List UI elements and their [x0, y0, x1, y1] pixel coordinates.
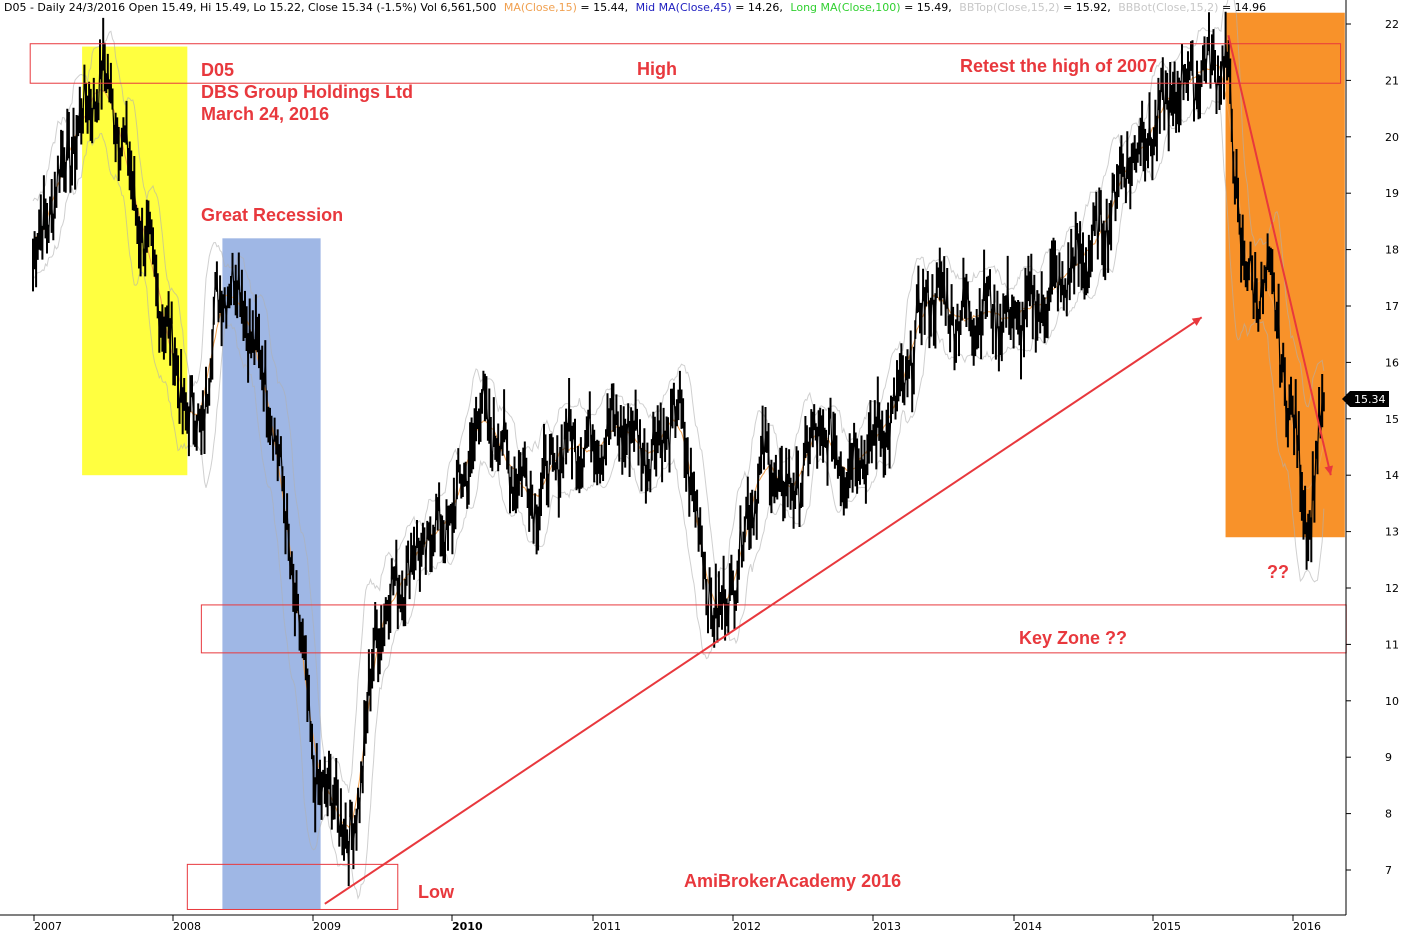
x-tick-label: 2008: [173, 920, 201, 933]
y-tick-label: 12: [1385, 582, 1399, 595]
y-axis-ticks: 7 8 9 10 11 12 13 14 15 16 17 18 19 20 21 22: [1346, 18, 1399, 877]
annotation-low: Low: [418, 882, 455, 902]
y-tick-label: 11: [1385, 638, 1399, 651]
highlight-zones: [82, 12, 1345, 910]
x-tick-label: 2007: [34, 920, 62, 933]
chart-header: D05 - Daily 24/3/2016 Open 15.49, Hi 15.…: [4, 1, 1266, 14]
ma45-value: = 14.26,: [735, 1, 783, 14]
y-tick-label: 14: [1385, 469, 1399, 482]
bbtop-value: = 15.92,: [1063, 1, 1111, 14]
zone-yellow: [82, 46, 188, 476]
arrowhead-downtrend: [1324, 465, 1333, 476]
y-tick-label: 8: [1385, 808, 1392, 821]
arrowhead-uptrend: [1191, 317, 1202, 326]
box-low: [186, 863, 399, 910]
x-axis-ticks: 2007 2008 2009 2010 2011 2012 2013 2014 2015 2016: [33, 915, 1321, 933]
x-tick-label: 2013: [873, 920, 901, 933]
last-price-tag: 15.34: [1342, 391, 1389, 407]
annotation-company: DBS Group Holdings Ltd: [201, 82, 413, 102]
bbbot-label: BBBot(Close,15,2): [1118, 1, 1218, 14]
annotation-date: March 24, 2016: [201, 104, 329, 124]
annotation-ticker: D05: [201, 60, 234, 80]
x-tick-label: 2009: [313, 920, 341, 933]
y-tick-label: 15: [1385, 413, 1399, 426]
y-tick-label: 19: [1385, 187, 1399, 200]
y-tick-label: 22: [1385, 18, 1399, 31]
y-tick-label: 20: [1385, 131, 1399, 144]
ma15-value: = 15.44,: [580, 1, 628, 14]
zone-blue: [222, 238, 321, 910]
x-tick-label: 2014: [1014, 920, 1042, 933]
annotation-key-zone: Key Zone ??: [1019, 628, 1127, 648]
price-bars: [32, 11, 1325, 887]
trend-lines: [324, 35, 1333, 905]
y-tick-label: 16: [1385, 356, 1399, 369]
trend-line-downtrend: [1227, 35, 1332, 476]
close-line: [32, 31, 1325, 864]
y-tick-label: 13: [1385, 526, 1399, 539]
annotation-high: High: [637, 59, 677, 79]
trend-line-uptrend: [324, 316, 1203, 905]
y-tick-label: 7: [1385, 864, 1392, 877]
ma45-label: Mid MA(Close,45): [636, 1, 732, 14]
bbtop-label: BBTop(Close,15,2): [959, 1, 1059, 14]
header-prefix: D05 - Daily 24/3/2016 Open 15.49, Hi 15.…: [4, 1, 496, 14]
ma100-value: = 15.49,: [904, 1, 952, 14]
x-tick-label: 2010: [452, 920, 483, 933]
y-tick-label: 17: [1385, 300, 1399, 313]
annotation-retest: Retest the high of 2007: [960, 56, 1157, 76]
y-tick-label: 10: [1385, 695, 1399, 708]
x-tick-label: 2015: [1153, 920, 1181, 933]
annotation-great-recession: Great Recession: [201, 205, 343, 225]
y-tick-label: 9: [1385, 751, 1392, 764]
last-price-value: 15.34: [1354, 393, 1386, 406]
annotation-question: ??: [1267, 562, 1289, 582]
x-tick-label: 2012: [733, 920, 761, 933]
box-high: [29, 43, 1342, 84]
ma15-label: MA(Close,15): [504, 1, 577, 14]
annotation-watermark: AmiBrokerAcademy 2016: [684, 871, 901, 891]
ma100-label: Long MA(Close,100): [790, 1, 900, 14]
x-tick-label: 2016: [1293, 920, 1321, 933]
y-tick-label: 18: [1385, 244, 1399, 257]
bbbot-value: = 14.96: [1222, 1, 1266, 14]
x-tick-label: 2011: [593, 920, 621, 933]
y-tick-label: 21: [1385, 74, 1399, 87]
